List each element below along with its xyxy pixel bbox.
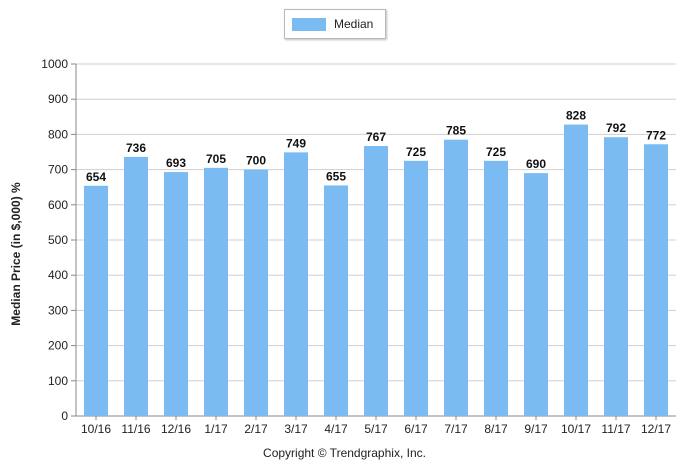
data-label: 654 <box>86 170 106 184</box>
data-label: 705 <box>206 152 226 166</box>
x-tick-label: 2/17 <box>244 422 268 436</box>
data-label: 828 <box>566 109 586 123</box>
data-label: 785 <box>446 124 466 138</box>
y-tick-label: 900 <box>48 92 68 106</box>
x-tick-label: 11/16 <box>121 422 150 436</box>
bar <box>284 152 308 417</box>
y-tick-label: 700 <box>48 163 68 177</box>
bar <box>124 156 148 417</box>
x-tick-label: 10/17 <box>561 422 591 436</box>
bar <box>244 169 268 416</box>
y-axis-title: Median Price (in $,000) % <box>9 182 23 326</box>
x-tick-label: 8/17 <box>484 422 508 436</box>
data-label: 655 <box>326 169 346 183</box>
x-tick-label: 10/16 <box>81 422 111 436</box>
data-label: 772 <box>646 128 666 142</box>
bar <box>444 139 468 416</box>
x-tick-label: 11/17 <box>601 422 630 436</box>
bar <box>164 172 188 416</box>
x-tick-label: 1/17 <box>204 422 228 436</box>
data-label: 690 <box>526 157 546 171</box>
data-label: 693 <box>166 156 186 170</box>
data-label: 736 <box>126 141 146 155</box>
bar <box>364 146 388 417</box>
y-tick-label: 100 <box>48 374 68 388</box>
x-tick-label: 3/17 <box>284 422 308 436</box>
copyright-text: Copyright © Trendgraphix, Inc. <box>263 446 426 460</box>
bar <box>84 185 108 416</box>
data-label: 725 <box>486 145 506 159</box>
bar <box>524 173 548 416</box>
bar <box>404 160 428 416</box>
x-tick-label: 12/17 <box>641 422 671 436</box>
legend-swatch <box>292 17 326 31</box>
legend: Median <box>284 9 386 39</box>
bar <box>324 185 348 416</box>
data-label: 767 <box>366 130 386 144</box>
data-label: 725 <box>406 145 426 159</box>
y-tick-label: 200 <box>48 339 68 353</box>
data-label: 792 <box>606 121 626 135</box>
x-tick-label: 4/17 <box>324 422 348 436</box>
legend-label: Median <box>334 17 374 31</box>
y-tick-label: 800 <box>48 127 68 141</box>
y-tick-label: 600 <box>48 198 68 212</box>
data-label: 700 <box>246 154 266 168</box>
bar <box>644 144 668 417</box>
bar <box>204 167 228 416</box>
bar <box>604 137 628 416</box>
x-tick-label: 7/17 <box>444 422 468 436</box>
y-tick-label: 300 <box>48 303 68 317</box>
y-tick-label: 400 <box>48 268 68 282</box>
y-tick-label: 1000 <box>41 57 68 71</box>
x-tick-label: 9/17 <box>524 422 548 436</box>
x-tick-label: 5/17 <box>364 422 388 436</box>
bar <box>484 160 508 416</box>
data-label: 749 <box>286 136 306 150</box>
y-tick-label: 500 <box>48 233 68 247</box>
x-tick-label: 6/17 <box>404 422 428 436</box>
x-tick-label: 12/16 <box>161 422 191 436</box>
y-tick-label: 0 <box>61 409 68 423</box>
bar <box>564 124 588 416</box>
